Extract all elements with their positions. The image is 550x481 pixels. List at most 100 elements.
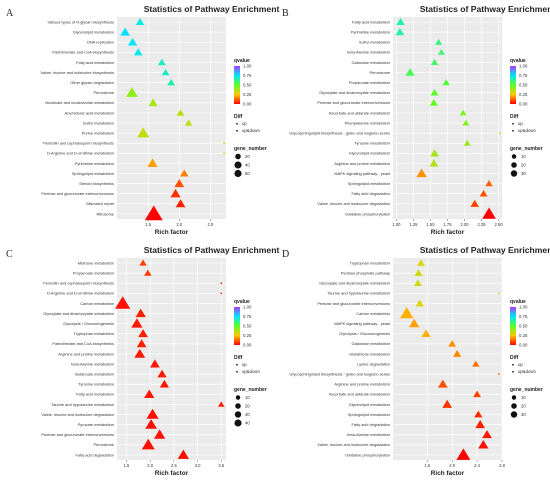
qvalue-legend-title: qvalue	[510, 299, 526, 305]
data-point	[159, 379, 169, 388]
size-legend-label: 20	[245, 154, 250, 159]
qvalue-colorbar	[510, 66, 516, 104]
data-point	[437, 49, 445, 55]
qvalue-tick-label: 0.25	[519, 92, 528, 97]
data-point	[405, 68, 415, 76]
data-point	[459, 109, 467, 116]
data-point	[174, 179, 185, 188]
data-point	[437, 379, 448, 388]
diff-legend-key	[512, 363, 514, 366]
data-point	[176, 109, 185, 116]
qvalue-colorbar	[234, 307, 240, 345]
qvalue-tick-label: 0.00	[519, 343, 528, 348]
term-label: Glycerolipid metabolism	[73, 29, 114, 34]
data-point	[475, 420, 486, 429]
data-point	[120, 27, 130, 36]
term-label: Sulfur metabolism	[83, 120, 114, 125]
data-point	[453, 350, 462, 357]
x-tick-label: 1.5	[124, 463, 130, 468]
data-point	[134, 348, 146, 358]
x-tick-label: 1.50	[426, 222, 435, 227]
x-tick-label: 2.8	[499, 463, 505, 468]
pathway-chart-a: A Statistics of Pathway Enrichment Various…	[6, 4, 279, 236]
term-label: Tyrosine metabolism	[354, 141, 390, 146]
diff-legend-title: Diff	[234, 355, 243, 361]
panel-d: D Statistics of Pathway Enrichment Tryptop…	[276, 241, 550, 481]
term-label: Lysine degradation	[357, 361, 390, 366]
qvalue-tick-label: 0.00	[243, 343, 252, 348]
diff-legend-key	[512, 129, 514, 132]
term-label: Pentose and glucuronate interconversions	[317, 100, 390, 105]
data-point	[144, 269, 152, 276]
data-point	[395, 27, 405, 36]
data-point	[442, 399, 453, 408]
data-point	[399, 307, 414, 319]
term-label: DNA replication	[87, 40, 114, 45]
size-legend-label: 10	[245, 395, 250, 400]
data-point	[115, 296, 131, 309]
data-point	[416, 168, 427, 178]
term-label: Phenylalanine metabolism	[345, 120, 390, 125]
qvalue-tick-label: 1.00	[519, 305, 528, 310]
diff-legend-label: up	[242, 362, 247, 367]
term-label: Valine, leucine and isoleucine degradati…	[317, 201, 390, 206]
term-label: Glycerolipid metabolism	[349, 151, 390, 156]
data-point	[220, 282, 223, 285]
term-label: Pantothenate and CoA biosynthesis	[52, 341, 114, 346]
data-point	[430, 58, 439, 66]
pathway-chart-d: D Statistics of Pathway Enrichment Tryptop…	[282, 245, 550, 477]
term-label: MAPK signaling pathway - yeast	[334, 321, 391, 326]
x-axis-label: Rich factor	[155, 470, 189, 477]
panel-a: A Statistics of Pathway Enrichment Various…	[0, 0, 279, 240]
size-legend-key	[511, 395, 517, 400]
term-label: Pentose and glucuronate interconversions	[41, 432, 114, 437]
data-point	[139, 259, 147, 266]
x-tick-label: 1.00	[392, 222, 401, 227]
data-point	[127, 37, 138, 46]
term-label: Fatty acid metabolism	[352, 19, 390, 24]
term-label: Pantothenate and CoA biosynthesis	[52, 50, 114, 55]
qvalue-tick-label: 0.25	[243, 92, 252, 97]
term-label: Glyoxylate and dicarboxylate metabolism	[43, 311, 114, 316]
size-legend-key	[235, 403, 241, 409]
term-label: Pentose and glucuronate interconversions	[41, 191, 114, 196]
data-point	[147, 158, 158, 168]
term-label: D-Arginine and D-ornithine metabolism	[47, 151, 114, 156]
size-legend-label: 30	[521, 171, 526, 176]
size-legend-key	[234, 411, 242, 418]
term-label: Penicillin and cephalosporin biosynthesi…	[43, 141, 114, 146]
x-tick-label: 2.5	[208, 222, 214, 227]
term-label: D-Arginine and D-ornithine metabolism	[47, 291, 114, 296]
data-point	[220, 292, 223, 295]
term-label: Propanoate metabolism	[349, 80, 390, 85]
data-point	[429, 98, 438, 106]
data-point	[177, 449, 189, 459]
diff-legend-key	[512, 370, 514, 373]
term-label: Fatty acid degradation	[352, 422, 391, 427]
x-tick-label: 2.25	[477, 222, 486, 227]
panel-label: B	[282, 8, 289, 19]
diff-legend-key	[236, 370, 238, 373]
qvalue-tick-label: 0.50	[243, 324, 252, 329]
data-point	[470, 199, 480, 207]
term-label: Ribosome	[96, 211, 114, 216]
qvalue-tick-label: 0.50	[519, 324, 528, 329]
term-label: Steroid biosynthesis	[79, 181, 114, 186]
size-legend-title: gene_number	[510, 146, 543, 152]
size-legend-title: gene_number	[234, 146, 267, 152]
data-point	[144, 205, 163, 221]
term-label: Glycerolipid metabolism	[349, 402, 390, 407]
term-label: Tryptophan metabolism	[349, 260, 390, 265]
term-label: Carbon metabolism	[80, 301, 114, 306]
data-point	[435, 38, 443, 45]
data-point	[136, 339, 147, 348]
size-legend-label: 30	[245, 412, 250, 417]
data-point	[175, 199, 186, 208]
qvalue-tick-label: 0.75	[243, 73, 252, 78]
qvalue-tick-label: 0.75	[519, 314, 528, 319]
term-label: Propanoate metabolism	[73, 270, 114, 275]
data-point	[417, 259, 425, 266]
x-tick-label: 3.5	[218, 463, 224, 468]
term-label: beta-Alanine metabolism	[347, 432, 390, 437]
data-point	[448, 340, 457, 347]
